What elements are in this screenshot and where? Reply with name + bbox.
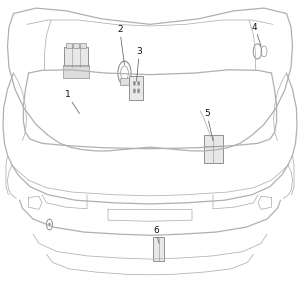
FancyBboxPatch shape [129, 76, 143, 99]
Circle shape [137, 81, 140, 85]
Text: 3: 3 [136, 47, 142, 81]
FancyBboxPatch shape [80, 43, 86, 48]
Circle shape [133, 89, 136, 93]
FancyBboxPatch shape [64, 47, 88, 68]
FancyBboxPatch shape [66, 43, 72, 48]
Text: 5: 5 [204, 109, 213, 141]
Text: 4: 4 [252, 23, 261, 46]
Circle shape [49, 223, 50, 226]
Text: 6: 6 [153, 225, 159, 243]
Text: 1: 1 [64, 90, 80, 114]
FancyBboxPatch shape [63, 65, 89, 78]
FancyBboxPatch shape [73, 43, 79, 48]
Circle shape [133, 81, 136, 85]
FancyBboxPatch shape [204, 135, 223, 163]
Circle shape [137, 89, 140, 93]
FancyBboxPatch shape [153, 237, 164, 261]
FancyBboxPatch shape [120, 78, 129, 85]
Text: 2: 2 [117, 26, 124, 65]
